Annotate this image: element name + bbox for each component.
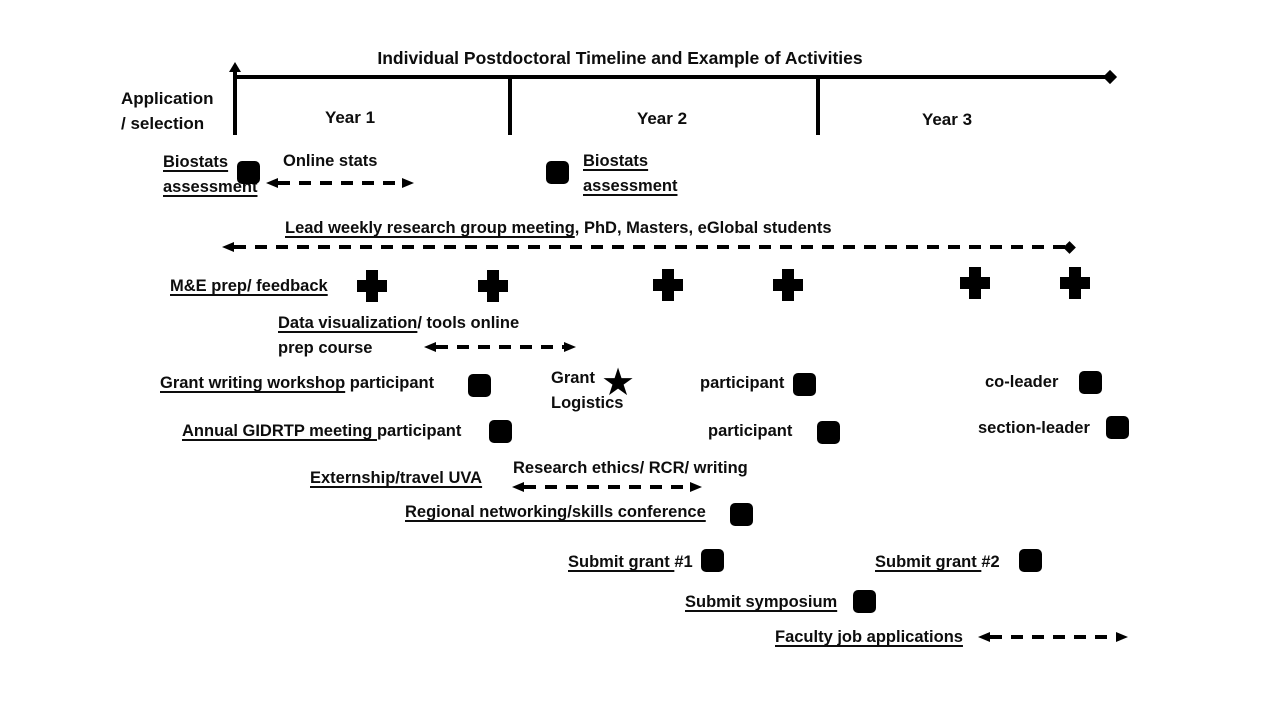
dataviz-range-arrow (424, 341, 576, 353)
online-stats-label: Online stats (283, 152, 378, 170)
plus-cross-icon (773, 269, 803, 301)
participant-gidrtp-y2-label: participant (708, 422, 793, 440)
left-arrowhead-icon (266, 178, 278, 188)
biostats-assessment-y1-label: Biostats assessment (163, 153, 258, 196)
submit-grant-1-number: #1 (674, 553, 693, 571)
filled-square-icon (730, 503, 753, 526)
grant-workshop-label: Grant writing workshop participant (160, 374, 434, 393)
year-1-label: Year 1 (324, 108, 376, 127)
tick-application (233, 70, 237, 135)
prep-course-label: prep course (278, 339, 373, 357)
section-leader-label: section-leader (978, 419, 1090, 437)
right-arrowhead-icon (564, 342, 576, 352)
tick-year3 (816, 77, 820, 135)
application-selection-label: Application / selection (121, 89, 214, 133)
research-ethics-range-arrow (512, 481, 702, 493)
submit-symposium-label: Submit symposium (685, 593, 838, 611)
regional-conference-label: Regional networking/skills conference (405, 503, 706, 521)
timeline-axis-line (233, 75, 1109, 79)
filled-square-icon (817, 421, 840, 444)
plus-cross-icon (478, 270, 508, 302)
submit-grant-2-number: #2 (981, 553, 1000, 571)
filled-square-icon (468, 374, 491, 397)
submit-grant-2-label: Submit grant #2 (875, 553, 1000, 572)
lead-weekly-meeting-extra: , PhD, Masters, eGlobal students (574, 219, 832, 237)
timeline-end-diamond-icon (1102, 69, 1118, 85)
grant-workshop-extra: participant (345, 374, 435, 392)
online-stats-range-arrow (266, 177, 414, 189)
plus-cross-icon (1060, 267, 1090, 299)
left-arrowhead-icon (978, 632, 990, 642)
research-ethics-label: Research ethics/ RCR/ writing (513, 459, 748, 477)
grant-logistics-label: Grant Logistics (551, 369, 624, 412)
dash-line (524, 485, 690, 489)
filled-square-icon (546, 161, 569, 184)
participant-grant-y2-label: participant (700, 374, 785, 392)
lead-weekly-meeting-label: Lead weekly research group meeting, PhD,… (285, 219, 832, 238)
right-arrowhead-icon (690, 482, 702, 492)
submit-grant-2-underlined: Submit grant (875, 553, 982, 571)
filled-square-icon (1019, 549, 1042, 572)
data-visualization-label: Data visualization/ tools online (278, 314, 519, 333)
timeline-start-arrow-icon (229, 62, 241, 72)
year-3-label: Year 3 (921, 110, 973, 129)
tick-year2 (508, 77, 512, 135)
star-icon: ★ (601, 362, 636, 404)
submit-grant-1-underlined: Submit grant (568, 553, 675, 571)
faculty-jobs-range-arrow (978, 631, 1128, 643)
filled-square-icon (237, 161, 260, 184)
page-title: Individual Postdoctoral Timeline and Exa… (377, 48, 863, 68)
dash-line (278, 181, 402, 185)
gidrtp-meeting-underlined: Annual GIDRTP meeting (182, 422, 377, 440)
plus-cross-icon (653, 269, 683, 301)
filled-square-icon (1106, 416, 1129, 439)
data-visualization-extra: / tools online (417, 314, 520, 332)
faculty-jobs-label: Faculty job applications (775, 628, 963, 646)
filled-square-icon (1079, 371, 1102, 394)
diamond-endpoint-icon (1063, 240, 1076, 254)
filled-square-icon (701, 549, 724, 572)
dash-line (990, 635, 1116, 639)
data-visualization-underlined: Data visualization (278, 314, 418, 332)
dash-line (234, 245, 1065, 249)
biostats-assessment-y2-label: Biostats assessment (583, 152, 678, 195)
gidrtp-meeting-extra: participant (376, 422, 462, 440)
submit-grant-1-label: Submit grant #1 (568, 553, 693, 572)
year-2-label: Year 2 (636, 109, 688, 128)
left-arrowhead-icon (512, 482, 524, 492)
filled-square-icon (853, 590, 876, 613)
me-prep-feedback-label: M&E prep/ feedback (170, 277, 328, 295)
left-arrowhead-icon (424, 342, 436, 352)
plus-cross-icon (357, 270, 387, 302)
filled-square-icon (489, 420, 512, 443)
right-arrowhead-icon (1116, 632, 1128, 642)
co-leader-label: co-leader (985, 373, 1059, 391)
dash-line (436, 345, 564, 349)
grant-workshop-underlined: Grant writing workshop (160, 374, 346, 392)
left-arrowhead-icon (222, 242, 234, 252)
plus-cross-icon (960, 267, 990, 299)
externship-label: Externship/travel UVA (310, 469, 483, 487)
gidrtp-meeting-label: Annual GIDRTP meeting participant (182, 422, 461, 441)
filled-square-icon (793, 373, 816, 396)
lead-weekly-range-arrow (222, 240, 1076, 254)
right-arrowhead-icon (402, 178, 414, 188)
lead-weekly-meeting-underlined: Lead weekly research group meeting (285, 219, 575, 237)
